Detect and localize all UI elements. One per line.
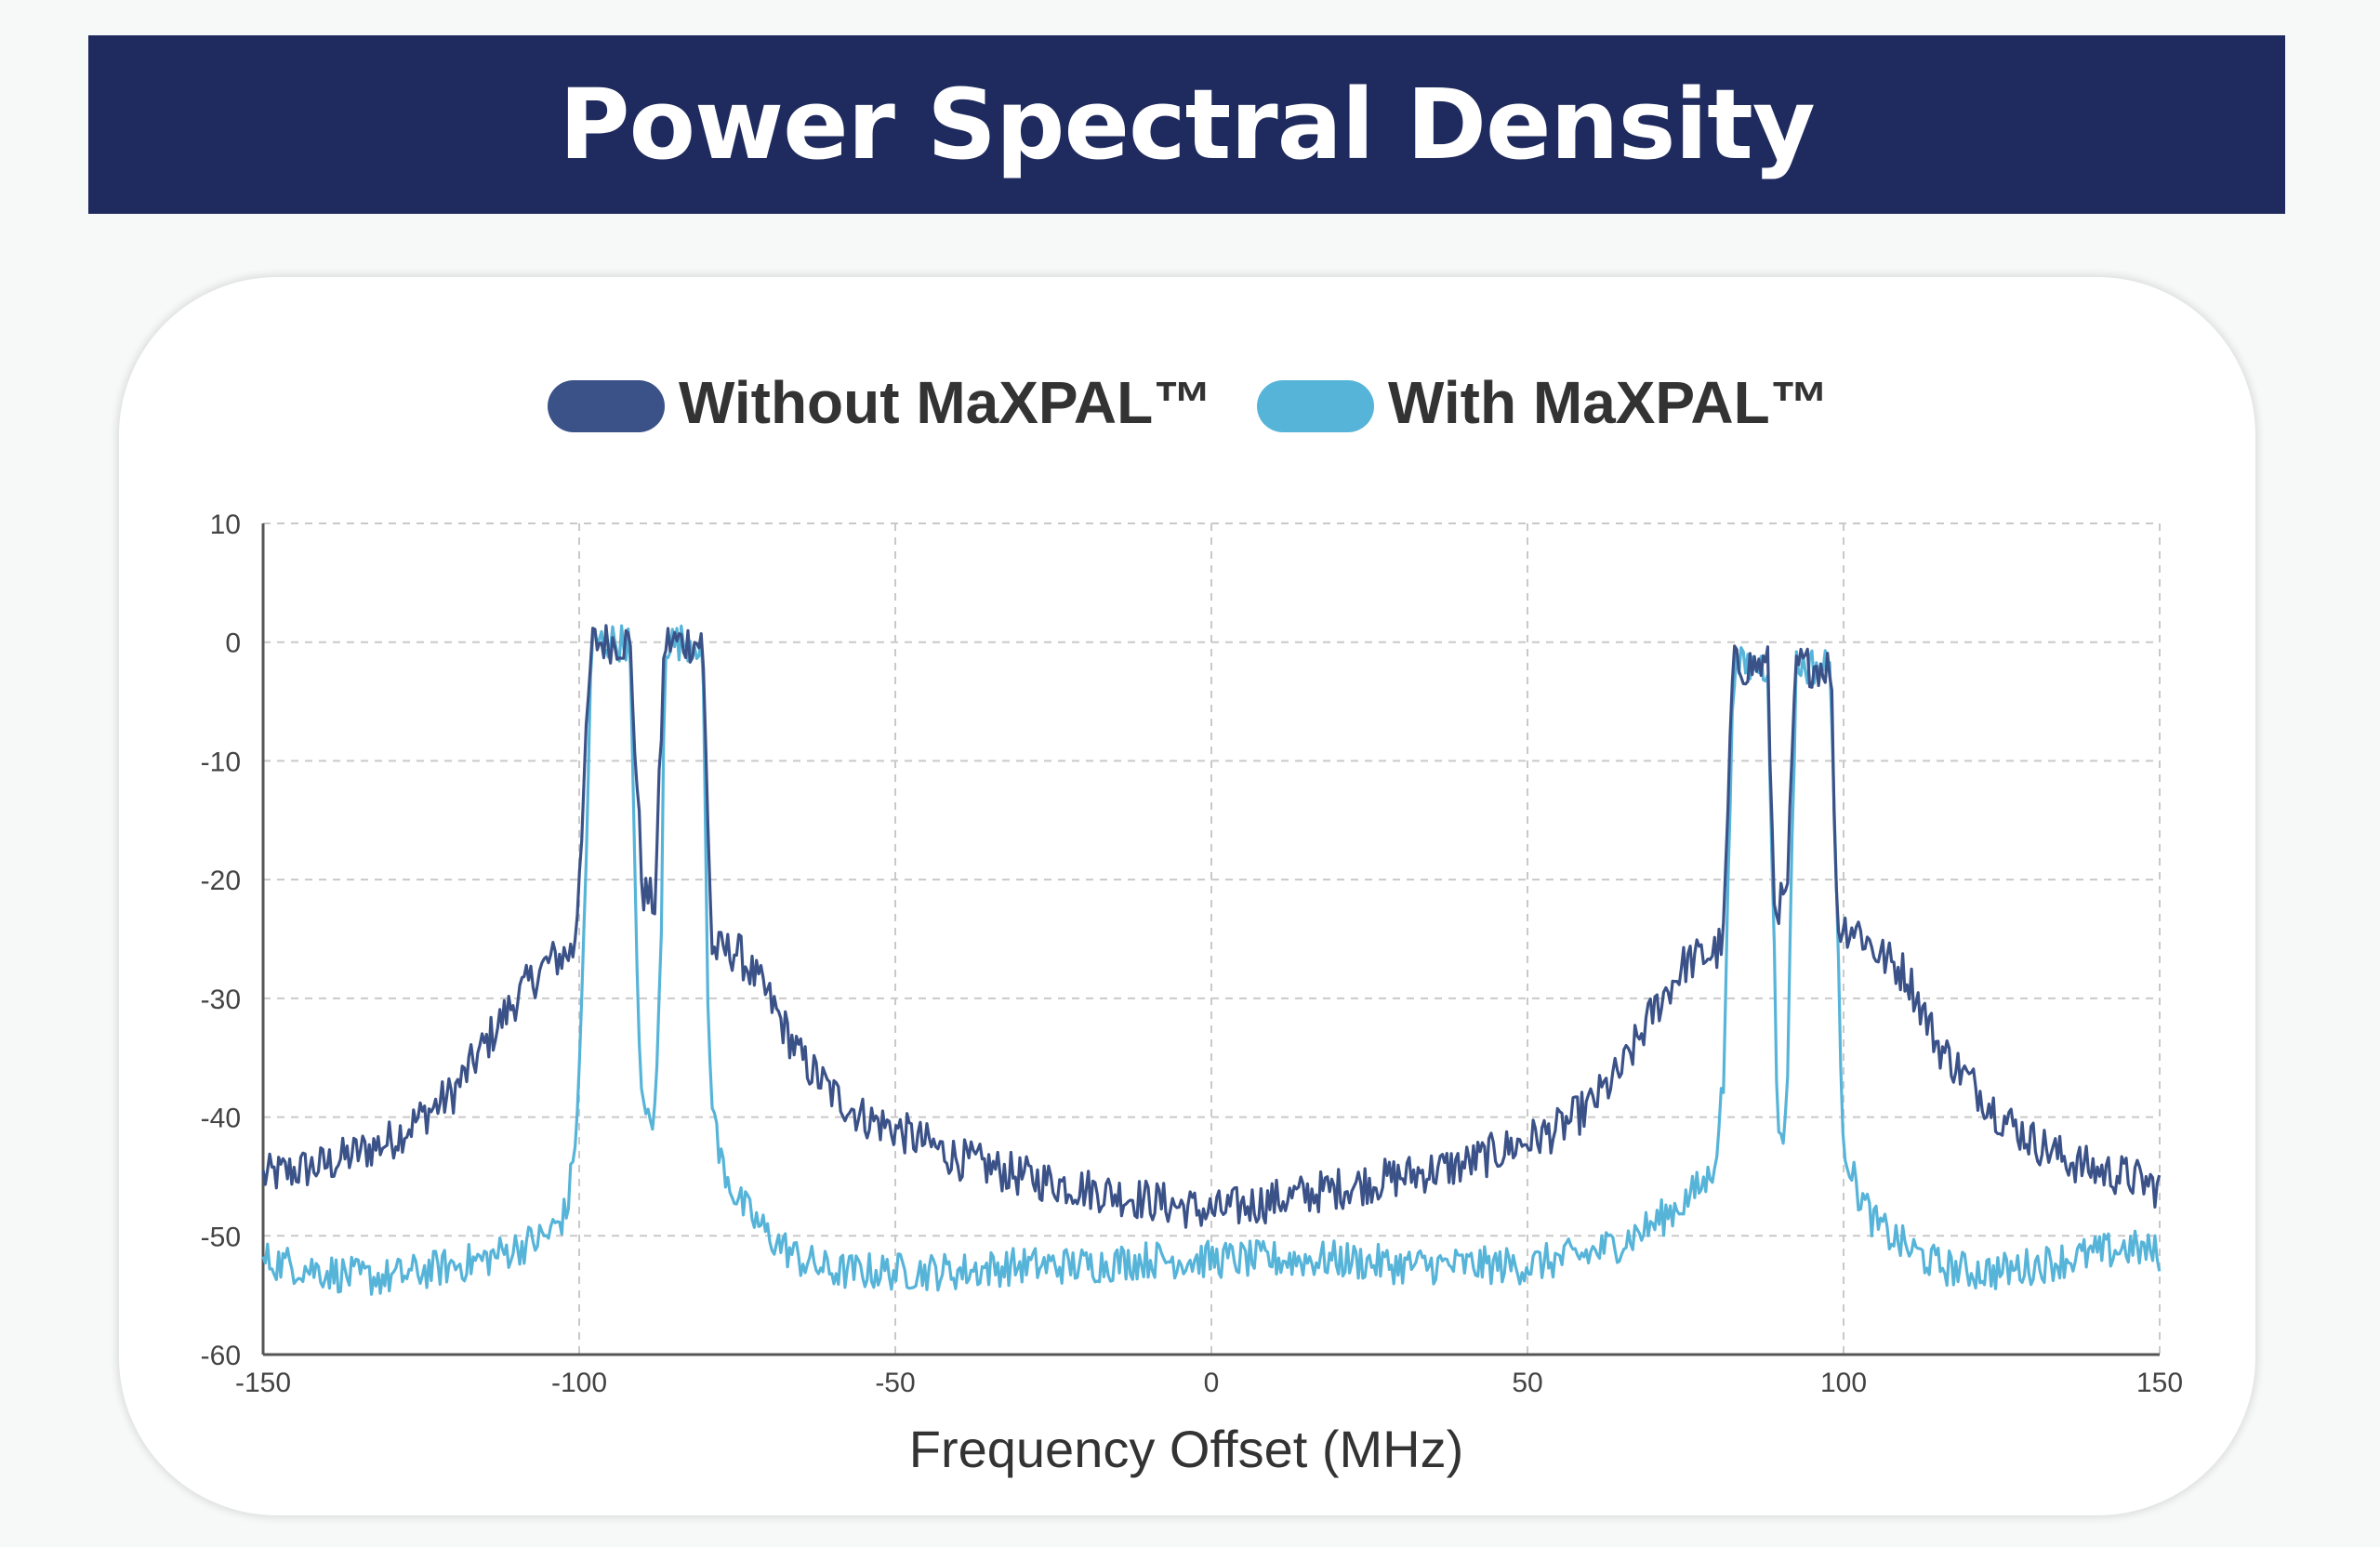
x-tick-label: 150 (2136, 1368, 2183, 1398)
y-tick-label: 10 (210, 509, 241, 540)
x-tick-label: 0 (1204, 1368, 1220, 1398)
legend-swatch-without (548, 380, 665, 432)
x-tick-label: -150 (235, 1368, 291, 1398)
axes (261, 523, 2160, 1356)
x-tick-label: -50 (875, 1368, 915, 1398)
x-tick-label: 50 (1512, 1368, 1542, 1398)
y-tick-label: -60 (201, 1341, 241, 1371)
series-layer (261, 624, 2162, 1296)
y-tick-label: -50 (201, 1222, 241, 1252)
title-banner: Power Spectral Density (88, 35, 2285, 214)
legend: Without MaXPAL™ With MaXPAL™ (548, 369, 1830, 436)
x-tick-label: -100 (551, 1368, 607, 1398)
legend-label-without: Without MaXPAL™ (679, 369, 1212, 436)
y-tick-label: 0 (225, 628, 241, 659)
legend-label-with: With MaXPAL™ (1388, 369, 1830, 436)
series-line-without (261, 624, 2162, 1229)
y-tick-label: -40 (201, 1104, 241, 1134)
x-tick-label: 100 (1820, 1368, 1867, 1398)
grid-lines (263, 522, 2161, 1355)
y-tick-label: -10 (201, 747, 241, 777)
y-tick-label: -20 (201, 866, 241, 896)
series-line-with (261, 624, 2162, 1296)
page-title: Power Spectral Density (559, 68, 1815, 181)
legend-swatch-with (1257, 380, 1374, 432)
y-tick-labels: 10 0 -10 -20 -30 -40 -50 -60 (201, 509, 241, 1371)
y-tick-label: -30 (201, 985, 241, 1015)
x-axis-label: Frequency Offset (MHz) (909, 1420, 1463, 1478)
chart-card (119, 277, 2255, 1515)
x-tick-labels: -150 -100 -50 0 50 100 150 (235, 1368, 2183, 1398)
